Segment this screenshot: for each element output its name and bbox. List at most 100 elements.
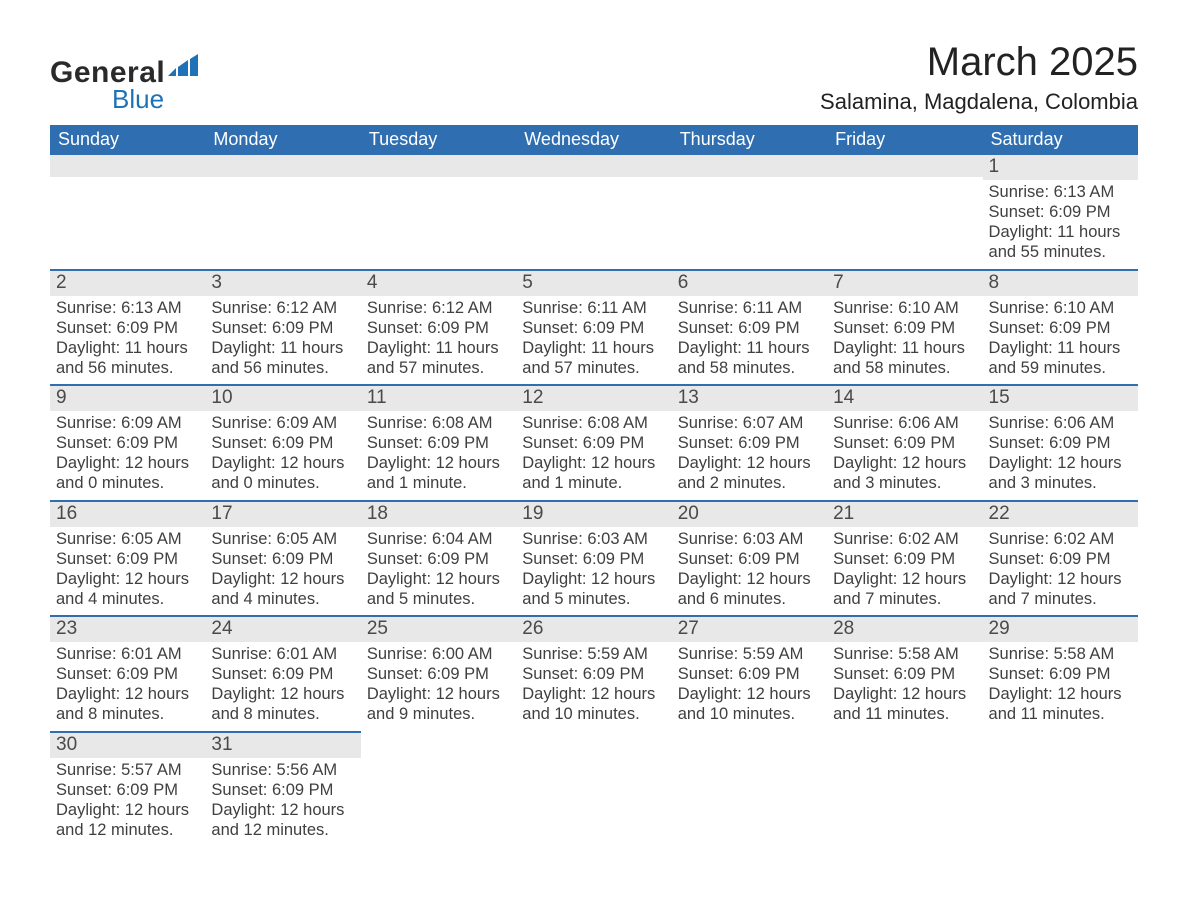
- sunset-line: Sunset: 6:09 PM: [989, 664, 1132, 684]
- day-header: Tuesday: [361, 125, 516, 155]
- sunrise-line: Sunrise: 6:03 AM: [522, 529, 665, 549]
- sunset-line: Sunset: 6:09 PM: [989, 549, 1132, 569]
- day-number: 15: [983, 386, 1138, 411]
- day-info: Sunrise: 6:05 AMSunset: 6:09 PMDaylight:…: [50, 527, 205, 616]
- day-number: 6: [672, 271, 827, 296]
- calendar-cell: [983, 732, 1138, 847]
- calendar-cell: 16Sunrise: 6:05 AMSunset: 6:09 PMDayligh…: [50, 501, 205, 617]
- day-info: Sunrise: 6:03 AMSunset: 6:09 PMDaylight:…: [516, 527, 671, 616]
- daylight-line: Daylight: 12 hours and 8 minutes.: [211, 684, 354, 724]
- day-number: 10: [205, 386, 360, 411]
- sunrise-line: Sunrise: 6:10 AM: [833, 298, 976, 318]
- sunrise-line: Sunrise: 6:08 AM: [522, 413, 665, 433]
- sunset-line: Sunset: 6:09 PM: [522, 664, 665, 684]
- calendar-cell: [361, 732, 516, 847]
- daylight-line: Daylight: 11 hours and 57 minutes.: [367, 338, 510, 378]
- logo: General Blue: [50, 46, 165, 115]
- day-header: Thursday: [672, 125, 827, 155]
- calendar-cell: 6Sunrise: 6:11 AMSunset: 6:09 PMDaylight…: [672, 270, 827, 386]
- sunrise-line: Sunrise: 6:12 AM: [367, 298, 510, 318]
- day-info: Sunrise: 5:56 AMSunset: 6:09 PMDaylight:…: [205, 758, 360, 847]
- day-number: [983, 732, 1138, 754]
- daylight-line: Daylight: 12 hours and 3 minutes.: [833, 453, 976, 493]
- sunrise-line: Sunrise: 6:03 AM: [678, 529, 821, 549]
- day-info: Sunrise: 6:11 AMSunset: 6:09 PMDaylight:…: [672, 296, 827, 385]
- day-info: Sunrise: 6:00 AMSunset: 6:09 PMDaylight:…: [361, 642, 516, 731]
- sunset-line: Sunset: 6:09 PM: [678, 433, 821, 453]
- day-info: Sunrise: 6:10 AMSunset: 6:09 PMDaylight:…: [827, 296, 982, 385]
- calendar-cell: 20Sunrise: 6:03 AMSunset: 6:09 PMDayligh…: [672, 501, 827, 617]
- day-info: [827, 177, 982, 247]
- sunset-line: Sunset: 6:09 PM: [56, 318, 199, 338]
- calendar-cell: 1Sunrise: 6:13 AMSunset: 6:09 PMDaylight…: [983, 155, 1138, 270]
- day-info: Sunrise: 6:13 AMSunset: 6:09 PMDaylight:…: [50, 296, 205, 385]
- calendar-cell: 28Sunrise: 5:58 AMSunset: 6:09 PMDayligh…: [827, 616, 982, 732]
- daylight-line: Daylight: 12 hours and 4 minutes.: [56, 569, 199, 609]
- daylight-line: Daylight: 12 hours and 4 minutes.: [211, 569, 354, 609]
- day-info: Sunrise: 6:06 AMSunset: 6:09 PMDaylight:…: [983, 411, 1138, 500]
- daylight-line: Daylight: 11 hours and 56 minutes.: [56, 338, 199, 378]
- daylight-line: Daylight: 11 hours and 56 minutes.: [211, 338, 354, 378]
- sunrise-line: Sunrise: 6:00 AM: [367, 644, 510, 664]
- day-header: Monday: [205, 125, 360, 155]
- daylight-line: Daylight: 12 hours and 7 minutes.: [989, 569, 1132, 609]
- day-info: Sunrise: 6:08 AMSunset: 6:09 PMDaylight:…: [516, 411, 671, 500]
- daylight-line: Daylight: 12 hours and 8 minutes.: [56, 684, 199, 724]
- day-number: 20: [672, 502, 827, 527]
- calendar-cell: [50, 155, 205, 270]
- calendar-cell: 11Sunrise: 6:08 AMSunset: 6:09 PMDayligh…: [361, 385, 516, 501]
- calendar-cell: 10Sunrise: 6:09 AMSunset: 6:09 PMDayligh…: [205, 385, 360, 501]
- daylight-line: Daylight: 12 hours and 11 minutes.: [989, 684, 1132, 724]
- daylight-line: Daylight: 12 hours and 0 minutes.: [211, 453, 354, 493]
- sunrise-line: Sunrise: 6:09 AM: [211, 413, 354, 433]
- day-info: Sunrise: 5:58 AMSunset: 6:09 PMDaylight:…: [827, 642, 982, 731]
- calendar-cell: [516, 732, 671, 847]
- day-info: Sunrise: 6:11 AMSunset: 6:09 PMDaylight:…: [516, 296, 671, 385]
- day-number: [827, 732, 982, 754]
- day-info: Sunrise: 5:57 AMSunset: 6:09 PMDaylight:…: [50, 758, 205, 847]
- day-header: Friday: [827, 125, 982, 155]
- sunset-line: Sunset: 6:09 PM: [989, 433, 1132, 453]
- sunset-line: Sunset: 6:09 PM: [211, 318, 354, 338]
- calendar-body: 1Sunrise: 6:13 AMSunset: 6:09 PMDaylight…: [50, 155, 1138, 846]
- day-info: Sunrise: 6:12 AMSunset: 6:09 PMDaylight:…: [361, 296, 516, 385]
- day-number: 7: [827, 271, 982, 296]
- calendar-cell: 2Sunrise: 6:13 AMSunset: 6:09 PMDaylight…: [50, 270, 205, 386]
- sunset-line: Sunset: 6:09 PM: [522, 433, 665, 453]
- day-number: 14: [827, 386, 982, 411]
- day-number: 19: [516, 502, 671, 527]
- calendar-cell: 26Sunrise: 5:59 AMSunset: 6:09 PMDayligh…: [516, 616, 671, 732]
- title-block: March 2025 Salamina, Magdalena, Colombia: [820, 40, 1138, 115]
- sunset-line: Sunset: 6:09 PM: [678, 549, 821, 569]
- location-subtitle: Salamina, Magdalena, Colombia: [820, 89, 1138, 115]
- day-info: Sunrise: 6:09 AMSunset: 6:09 PMDaylight:…: [205, 411, 360, 500]
- sunrise-line: Sunrise: 5:59 AM: [522, 644, 665, 664]
- sunset-line: Sunset: 6:09 PM: [522, 318, 665, 338]
- sunset-line: Sunset: 6:09 PM: [367, 318, 510, 338]
- day-info: Sunrise: 5:59 AMSunset: 6:09 PMDaylight:…: [516, 642, 671, 731]
- day-info: Sunrise: 6:10 AMSunset: 6:09 PMDaylight:…: [983, 296, 1138, 385]
- sunrise-line: Sunrise: 6:05 AM: [56, 529, 199, 549]
- day-number: [361, 155, 516, 177]
- daylight-line: Daylight: 12 hours and 6 minutes.: [678, 569, 821, 609]
- sunset-line: Sunset: 6:09 PM: [56, 433, 199, 453]
- sunset-line: Sunset: 6:09 PM: [833, 664, 976, 684]
- day-number: 29: [983, 617, 1138, 642]
- daylight-line: Daylight: 11 hours and 58 minutes.: [678, 338, 821, 378]
- daylight-line: Daylight: 12 hours and 12 minutes.: [56, 800, 199, 840]
- daylight-line: Daylight: 12 hours and 3 minutes.: [989, 453, 1132, 493]
- calendar-cell: 9Sunrise: 6:09 AMSunset: 6:09 PMDaylight…: [50, 385, 205, 501]
- sunset-line: Sunset: 6:09 PM: [211, 664, 354, 684]
- day-header: Wednesday: [516, 125, 671, 155]
- sunset-line: Sunset: 6:09 PM: [56, 780, 199, 800]
- day-info: [672, 754, 827, 824]
- sunrise-line: Sunrise: 6:01 AM: [211, 644, 354, 664]
- day-info: Sunrise: 6:01 AMSunset: 6:09 PMDaylight:…: [50, 642, 205, 731]
- page-header: General Blue March 2025 Salamina, Magdal…: [50, 40, 1138, 115]
- sunrise-line: Sunrise: 6:02 AM: [833, 529, 976, 549]
- calendar-cell: 8Sunrise: 6:10 AMSunset: 6:09 PMDaylight…: [983, 270, 1138, 386]
- logo-chart-icon: [168, 54, 198, 76]
- sunrise-line: Sunrise: 5:58 AM: [989, 644, 1132, 664]
- sunrise-line: Sunrise: 5:59 AM: [678, 644, 821, 664]
- day-number: 26: [516, 617, 671, 642]
